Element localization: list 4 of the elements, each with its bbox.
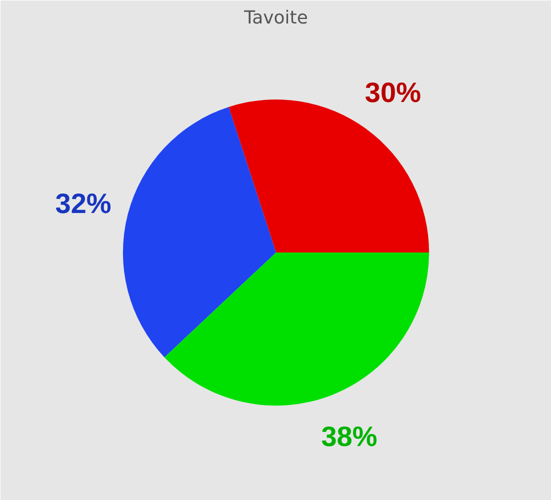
data-label: 32% xyxy=(55,188,112,219)
chart-title: Tavoite xyxy=(243,8,308,28)
data-label: 38% xyxy=(321,420,378,452)
data-label: 30% xyxy=(364,77,422,108)
